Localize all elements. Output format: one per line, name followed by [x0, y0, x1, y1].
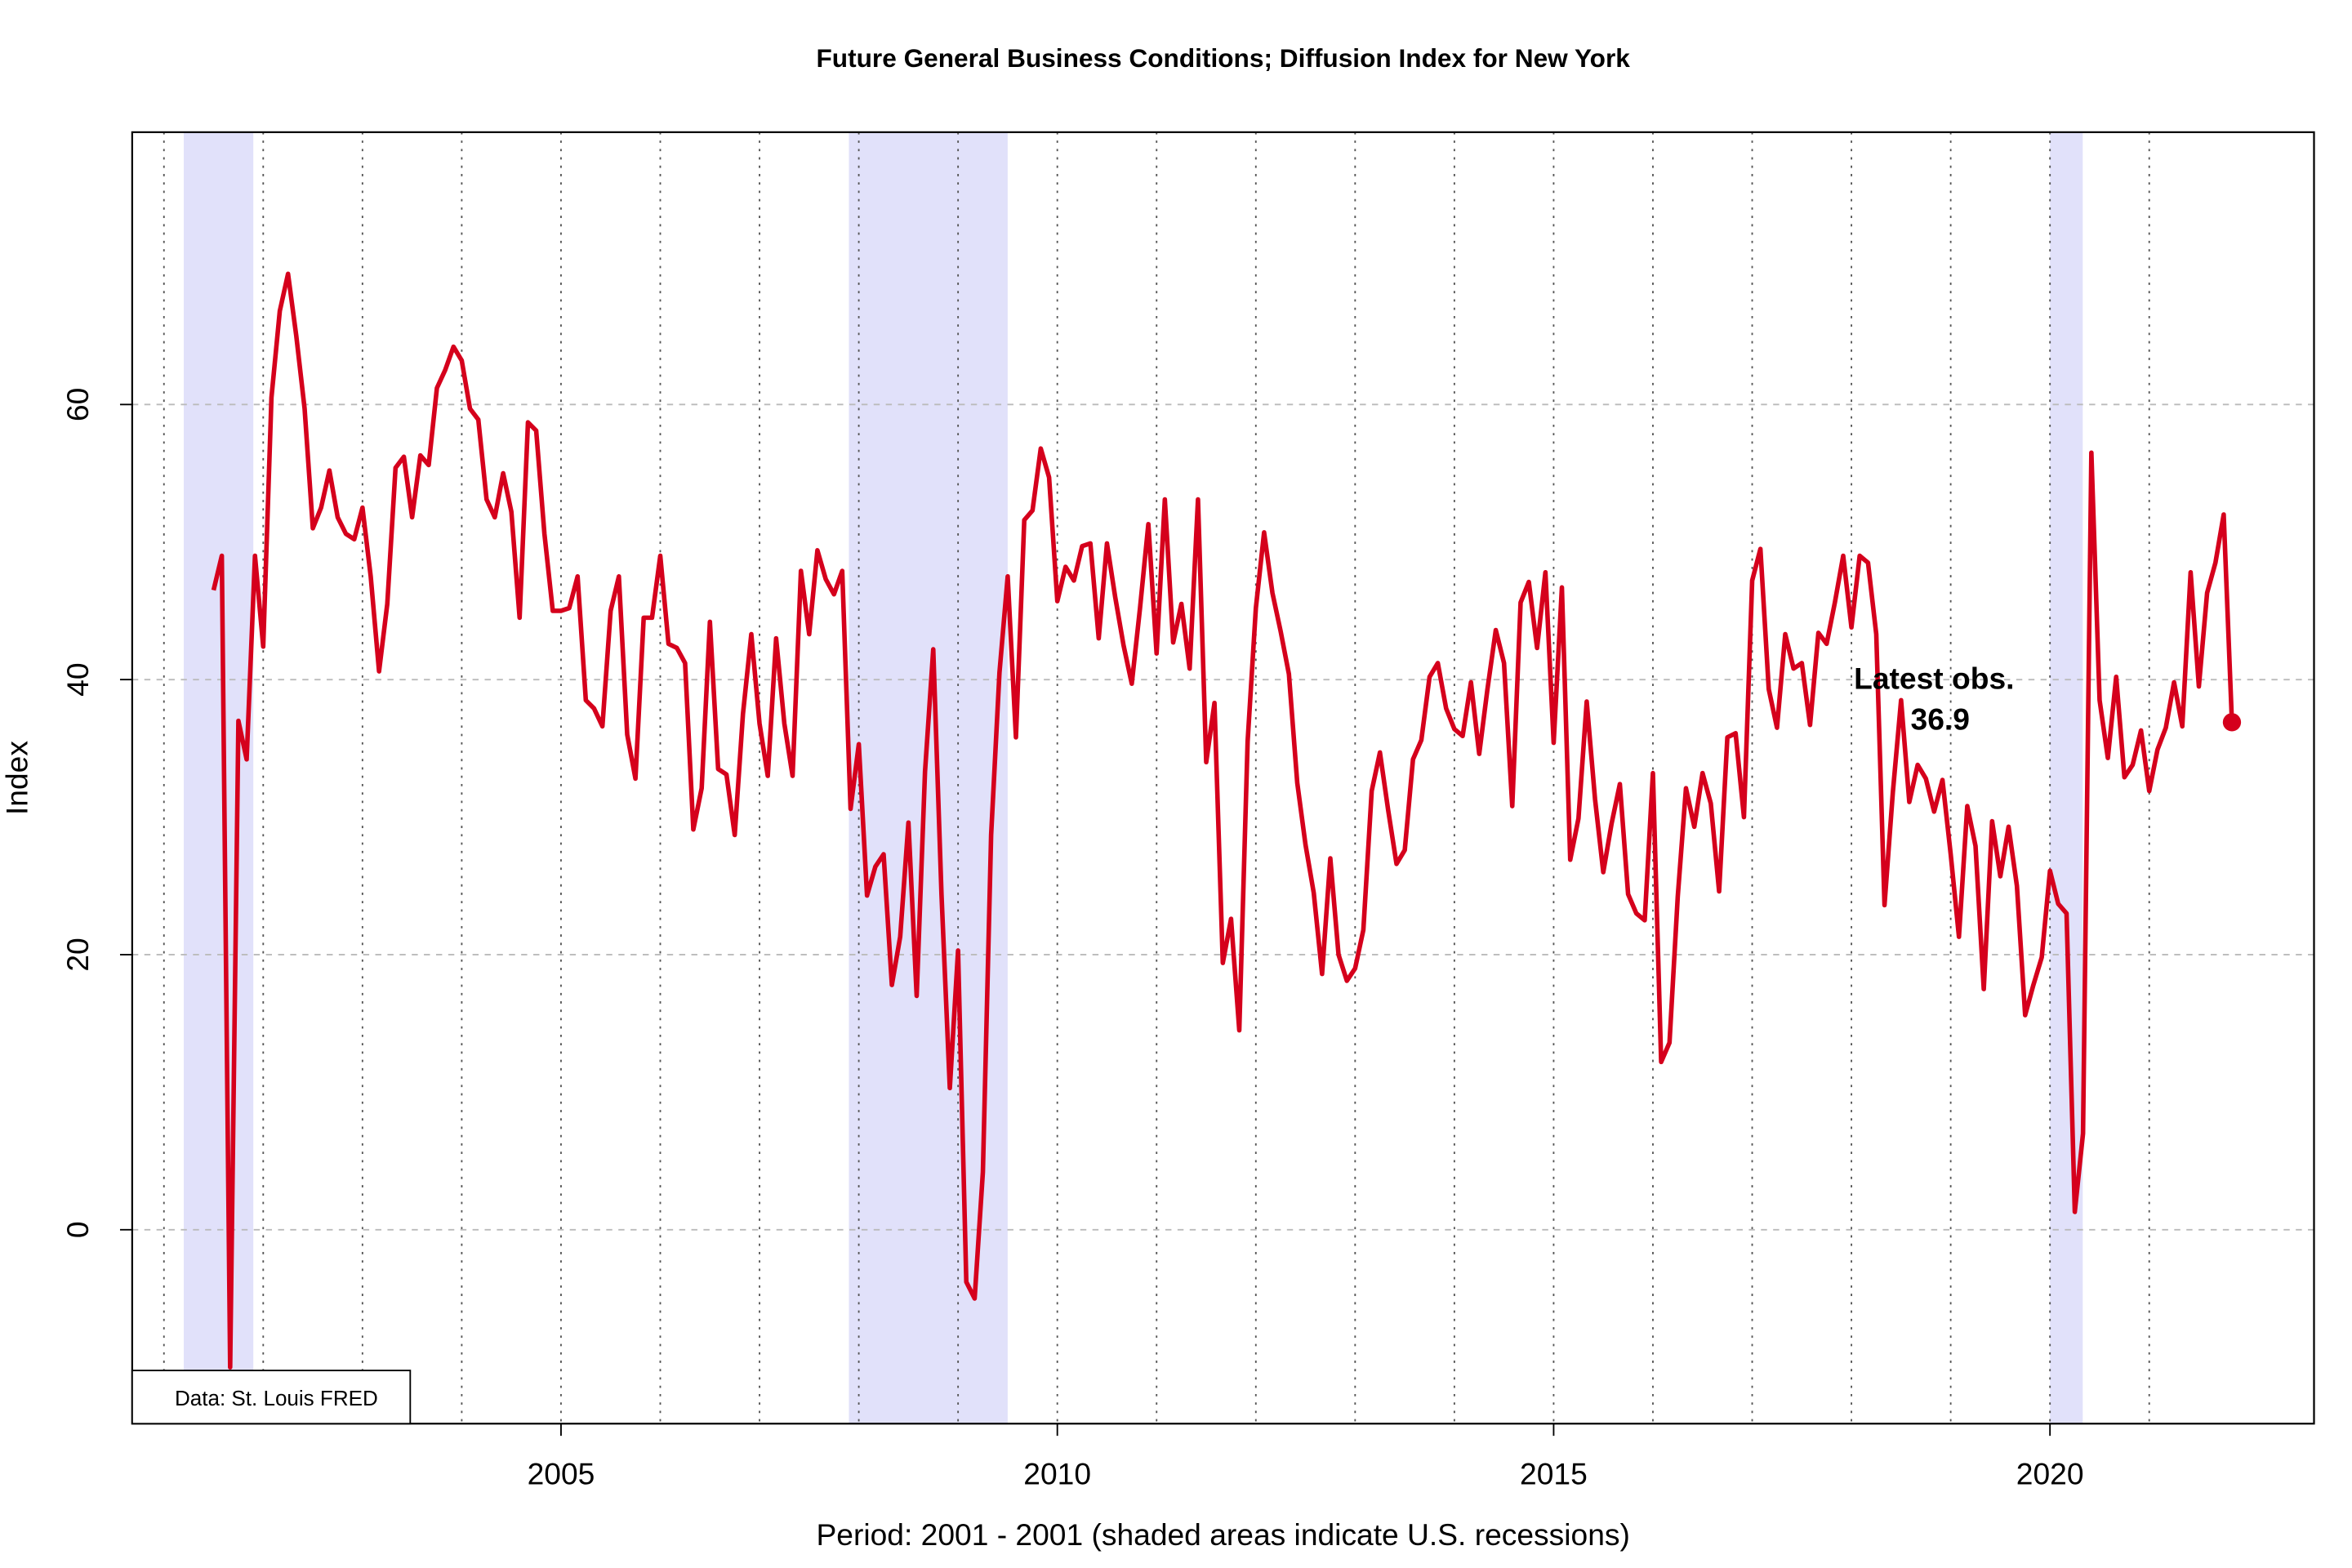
x-tick-label: 2020 — [2016, 1457, 2084, 1491]
recession-band — [184, 131, 254, 1424]
x-tick-label: 2015 — [1520, 1457, 1588, 1491]
plot-frame — [131, 131, 2315, 1425]
x-tick-label: 2010 — [1023, 1457, 1091, 1491]
y-tick-label: 20 — [60, 938, 95, 971]
y-tick-label: 40 — [60, 662, 95, 696]
x-axis-label: Period: 2001 - 2001 (shaded areas indica… — [816, 1517, 1629, 1552]
source-note: Data: St. Louis FRED — [175, 1386, 378, 1410]
x-tick-label: 2005 — [528, 1457, 595, 1491]
axes-layer: 0 20 40 60 2005 2010 2015 2020 Latest obs. 36.9 Da… — [60, 131, 2315, 1491]
latest-point — [2222, 713, 2242, 732]
chart-title: Future General Business Conditions; Diff… — [816, 43, 1630, 73]
data-line — [211, 271, 2234, 1370]
latest-value-label: 36.9 — [1911, 702, 1970, 737]
source-box — [131, 1370, 412, 1425]
y-tick-label: 0 — [60, 1221, 95, 1238]
y-tick-label: 60 — [60, 388, 95, 421]
marks-layer — [211, 271, 2242, 1370]
y-axis-label: Index — [0, 741, 33, 815]
annotation: Latest obs. — [1854, 661, 2014, 695]
